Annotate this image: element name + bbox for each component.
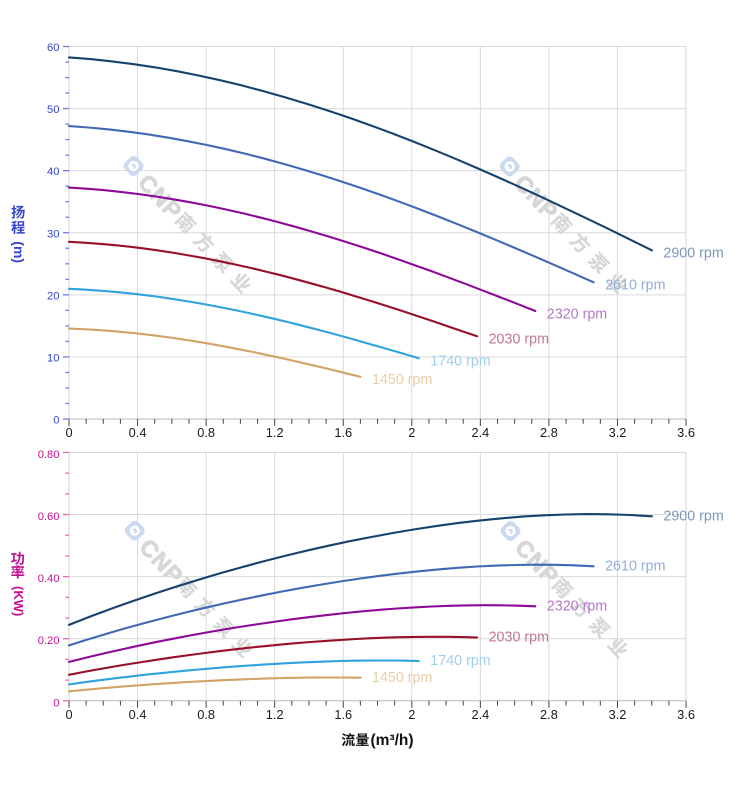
svg-text:0.20: 0.20 (38, 635, 60, 647)
svg-text:3.2: 3.2 (609, 707, 627, 722)
svg-text:2610 rpm: 2610 rpm (605, 278, 665, 294)
svg-text:1.2: 1.2 (266, 707, 284, 722)
svg-text:2.8: 2.8 (540, 707, 558, 722)
svg-text:2900 rpm: 2900 rpm (663, 246, 723, 262)
svg-text:0.8: 0.8 (197, 707, 215, 722)
svg-text:2030 rpm: 2030 rpm (489, 332, 549, 348)
svg-text:0.80: 0.80 (38, 449, 60, 461)
svg-text:0: 0 (65, 707, 72, 722)
svg-text:20: 20 (47, 290, 59, 302)
svg-text:2900 rpm: 2900 rpm (663, 509, 723, 525)
svg-text:2.4: 2.4 (471, 707, 489, 722)
svg-text:2: 2 (408, 707, 415, 722)
svg-text:2.8: 2.8 (540, 425, 558, 440)
svg-text:0.4: 0.4 (129, 425, 147, 440)
svg-text:10: 10 (47, 352, 59, 364)
svg-text:50: 50 (47, 104, 59, 116)
svg-text:(KW): (KW) (11, 586, 26, 616)
svg-text:40: 40 (47, 166, 59, 178)
svg-text:1.2: 1.2 (266, 425, 284, 440)
svg-text:0.60: 0.60 (38, 511, 60, 523)
svg-text:1.6: 1.6 (334, 425, 352, 440)
svg-text:0.8: 0.8 (197, 425, 215, 440)
svg-text:30: 30 (47, 228, 59, 240)
svg-text:0: 0 (65, 425, 72, 440)
svg-text:0: 0 (53, 697, 59, 709)
svg-text:0: 0 (53, 415, 59, 427)
svg-text:2320 rpm: 2320 rpm (547, 306, 607, 322)
svg-text:3.2: 3.2 (609, 425, 627, 440)
svg-text:1.6: 1.6 (334, 707, 352, 722)
svg-text:2: 2 (408, 425, 415, 440)
svg-text:1740 rpm: 1740 rpm (430, 653, 490, 669)
svg-text:3.6: 3.6 (677, 707, 695, 722)
svg-text:2030 rpm: 2030 rpm (489, 630, 549, 646)
svg-text:1450 rpm: 1450 rpm (372, 372, 432, 388)
svg-text:1740 rpm: 1740 rpm (430, 354, 490, 370)
svg-text:0.40: 0.40 (38, 573, 60, 585)
svg-text:3.6: 3.6 (677, 425, 695, 440)
svg-text:2320 rpm: 2320 rpm (547, 599, 607, 615)
svg-text:(m): (m) (11, 241, 27, 263)
svg-text:(m³/h): (m³/h) (371, 732, 414, 749)
svg-text:1450 rpm: 1450 rpm (372, 670, 432, 686)
svg-text:60: 60 (47, 42, 59, 54)
svg-text:0.4: 0.4 (129, 707, 147, 722)
svg-text:2.4: 2.4 (471, 425, 489, 440)
svg-text:2610 rpm: 2610 rpm (605, 559, 665, 575)
